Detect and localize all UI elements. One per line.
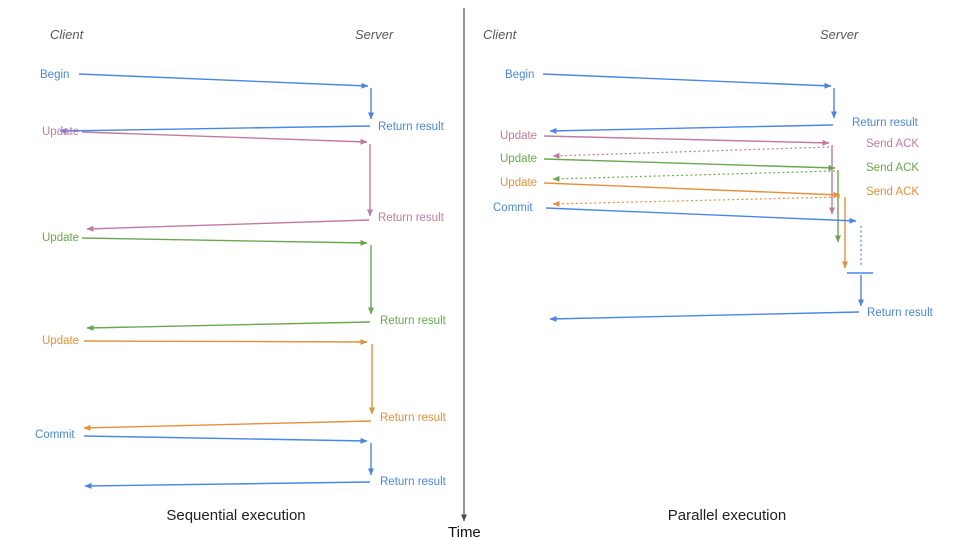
time-axis-label: Time (448, 524, 481, 540)
seq-update3-return-arrow (83, 420, 372, 431)
seq-update3-send-arrow (83, 338, 368, 345)
seq-commit-send-arrow (83, 435, 368, 444)
sequential-server-header: Server (355, 27, 394, 42)
seq-commit-return-arrow (84, 481, 371, 489)
seq-commit-label: Commit (35, 429, 75, 441)
parallel-panel: Client Server Begin Return result Update… (483, 27, 934, 524)
seq-update3-response-label: Return result (380, 412, 447, 424)
seq-update1-send-arrow (81, 131, 368, 145)
seq-begin-response-label: Return result (378, 121, 445, 133)
seq-commit-response-label: Return result (380, 476, 447, 488)
par-update1-label: Update (500, 130, 537, 142)
seq-begin-send-arrow (78, 73, 369, 89)
seq-update2-return-arrow (86, 321, 371, 331)
par-commit-send-arrow (545, 207, 857, 224)
time-axis: Time (448, 8, 481, 540)
seq-update2-label: Update (42, 232, 79, 244)
par-update1-ack-dashed-arrow (552, 146, 830, 159)
par-begin-send-arrow (542, 73, 832, 89)
par-update1-send-arrow (543, 135, 830, 146)
par-update2-ack-dashed-arrow (552, 170, 836, 182)
sequential-client-header: Client (50, 27, 85, 42)
par-begin-response-label: Return result (852, 117, 919, 129)
par-commit-label: Commit (493, 202, 533, 214)
par-commit-response-label: Return result (867, 307, 934, 319)
seq-update3-label: Update (42, 335, 79, 347)
par-update3-send-arrow (543, 182, 841, 198)
par-begin-label: Begin (505, 69, 534, 81)
par-begin-return-arrow (549, 124, 834, 134)
par-update3-label: Update (500, 177, 537, 189)
parallel-client-header: Client (483, 27, 518, 42)
seq-update1-response-label: Return result (378, 212, 445, 224)
seq-begin-label: Begin (40, 69, 69, 81)
par-commit-return-arrow (549, 311, 860, 322)
seq-update2-send-arrow (81, 237, 368, 246)
par-update3-ack-label: Send ACK (866, 186, 919, 198)
sequential-panel-title: Sequential execution (166, 507, 305, 524)
par-update3-ack-dashed-arrow (552, 196, 841, 207)
par-update2-send-arrow (543, 158, 836, 171)
seq-update1-label: Update (42, 126, 79, 138)
seq-begin-return-arrow (59, 125, 371, 134)
par-update2-ack-label: Send ACK (866, 162, 919, 174)
seq-update2-response-label: Return result (380, 315, 447, 327)
parallel-server-header: Server (820, 27, 859, 42)
parallel-panel-title: Parallel execution (668, 507, 786, 524)
seq-update1-return-arrow (86, 219, 370, 232)
par-update1-ack-label: Send ACK (866, 138, 919, 150)
par-update2-label: Update (500, 153, 537, 165)
sequential-panel: Client Server Begin Return result Update… (35, 27, 447, 524)
